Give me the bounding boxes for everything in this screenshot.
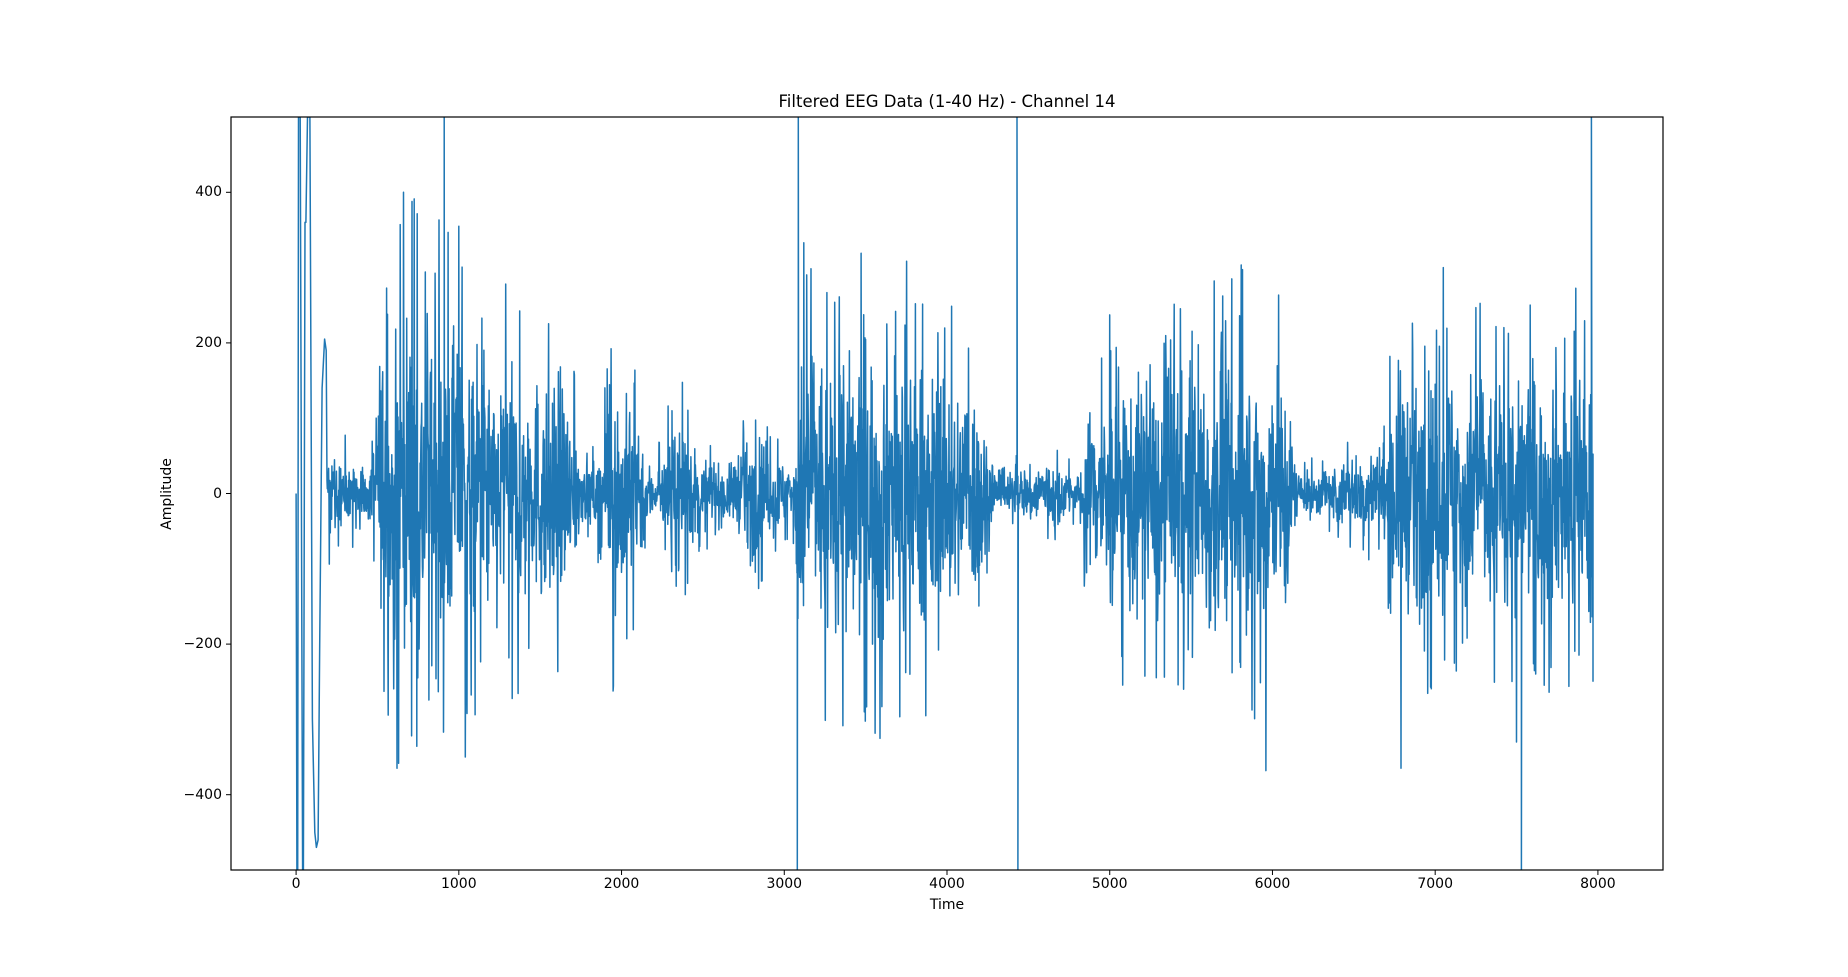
y-tick-label: 400 [195,184,222,201]
x-tick-label: 0 [291,876,301,892]
x-tick-label: 1000 [440,876,477,892]
x-tick-label: 3000 [766,876,803,892]
y-tick-label: 0 [213,485,222,502]
x-tick-label: 7000 [1417,876,1453,892]
x-tick-label: 4000 [929,876,965,892]
axis-ticks [226,191,1599,875]
eeg-trace [295,117,1594,870]
y-tick-label: 200 [195,334,222,351]
x-tick-label: 6000 [1254,876,1291,892]
y-tick-label: −200 [183,636,222,653]
y-tick-label: −400 [183,786,222,803]
x-axis-label: Time [929,897,965,913]
x-tick-label: 5000 [1091,876,1128,892]
x-tick-label: 8000 [1580,876,1616,892]
x-tick-label: 2000 [603,876,640,892]
chart-title: Filtered EEG Data (1-40 Hz) - Channel 14 [778,92,1116,111]
